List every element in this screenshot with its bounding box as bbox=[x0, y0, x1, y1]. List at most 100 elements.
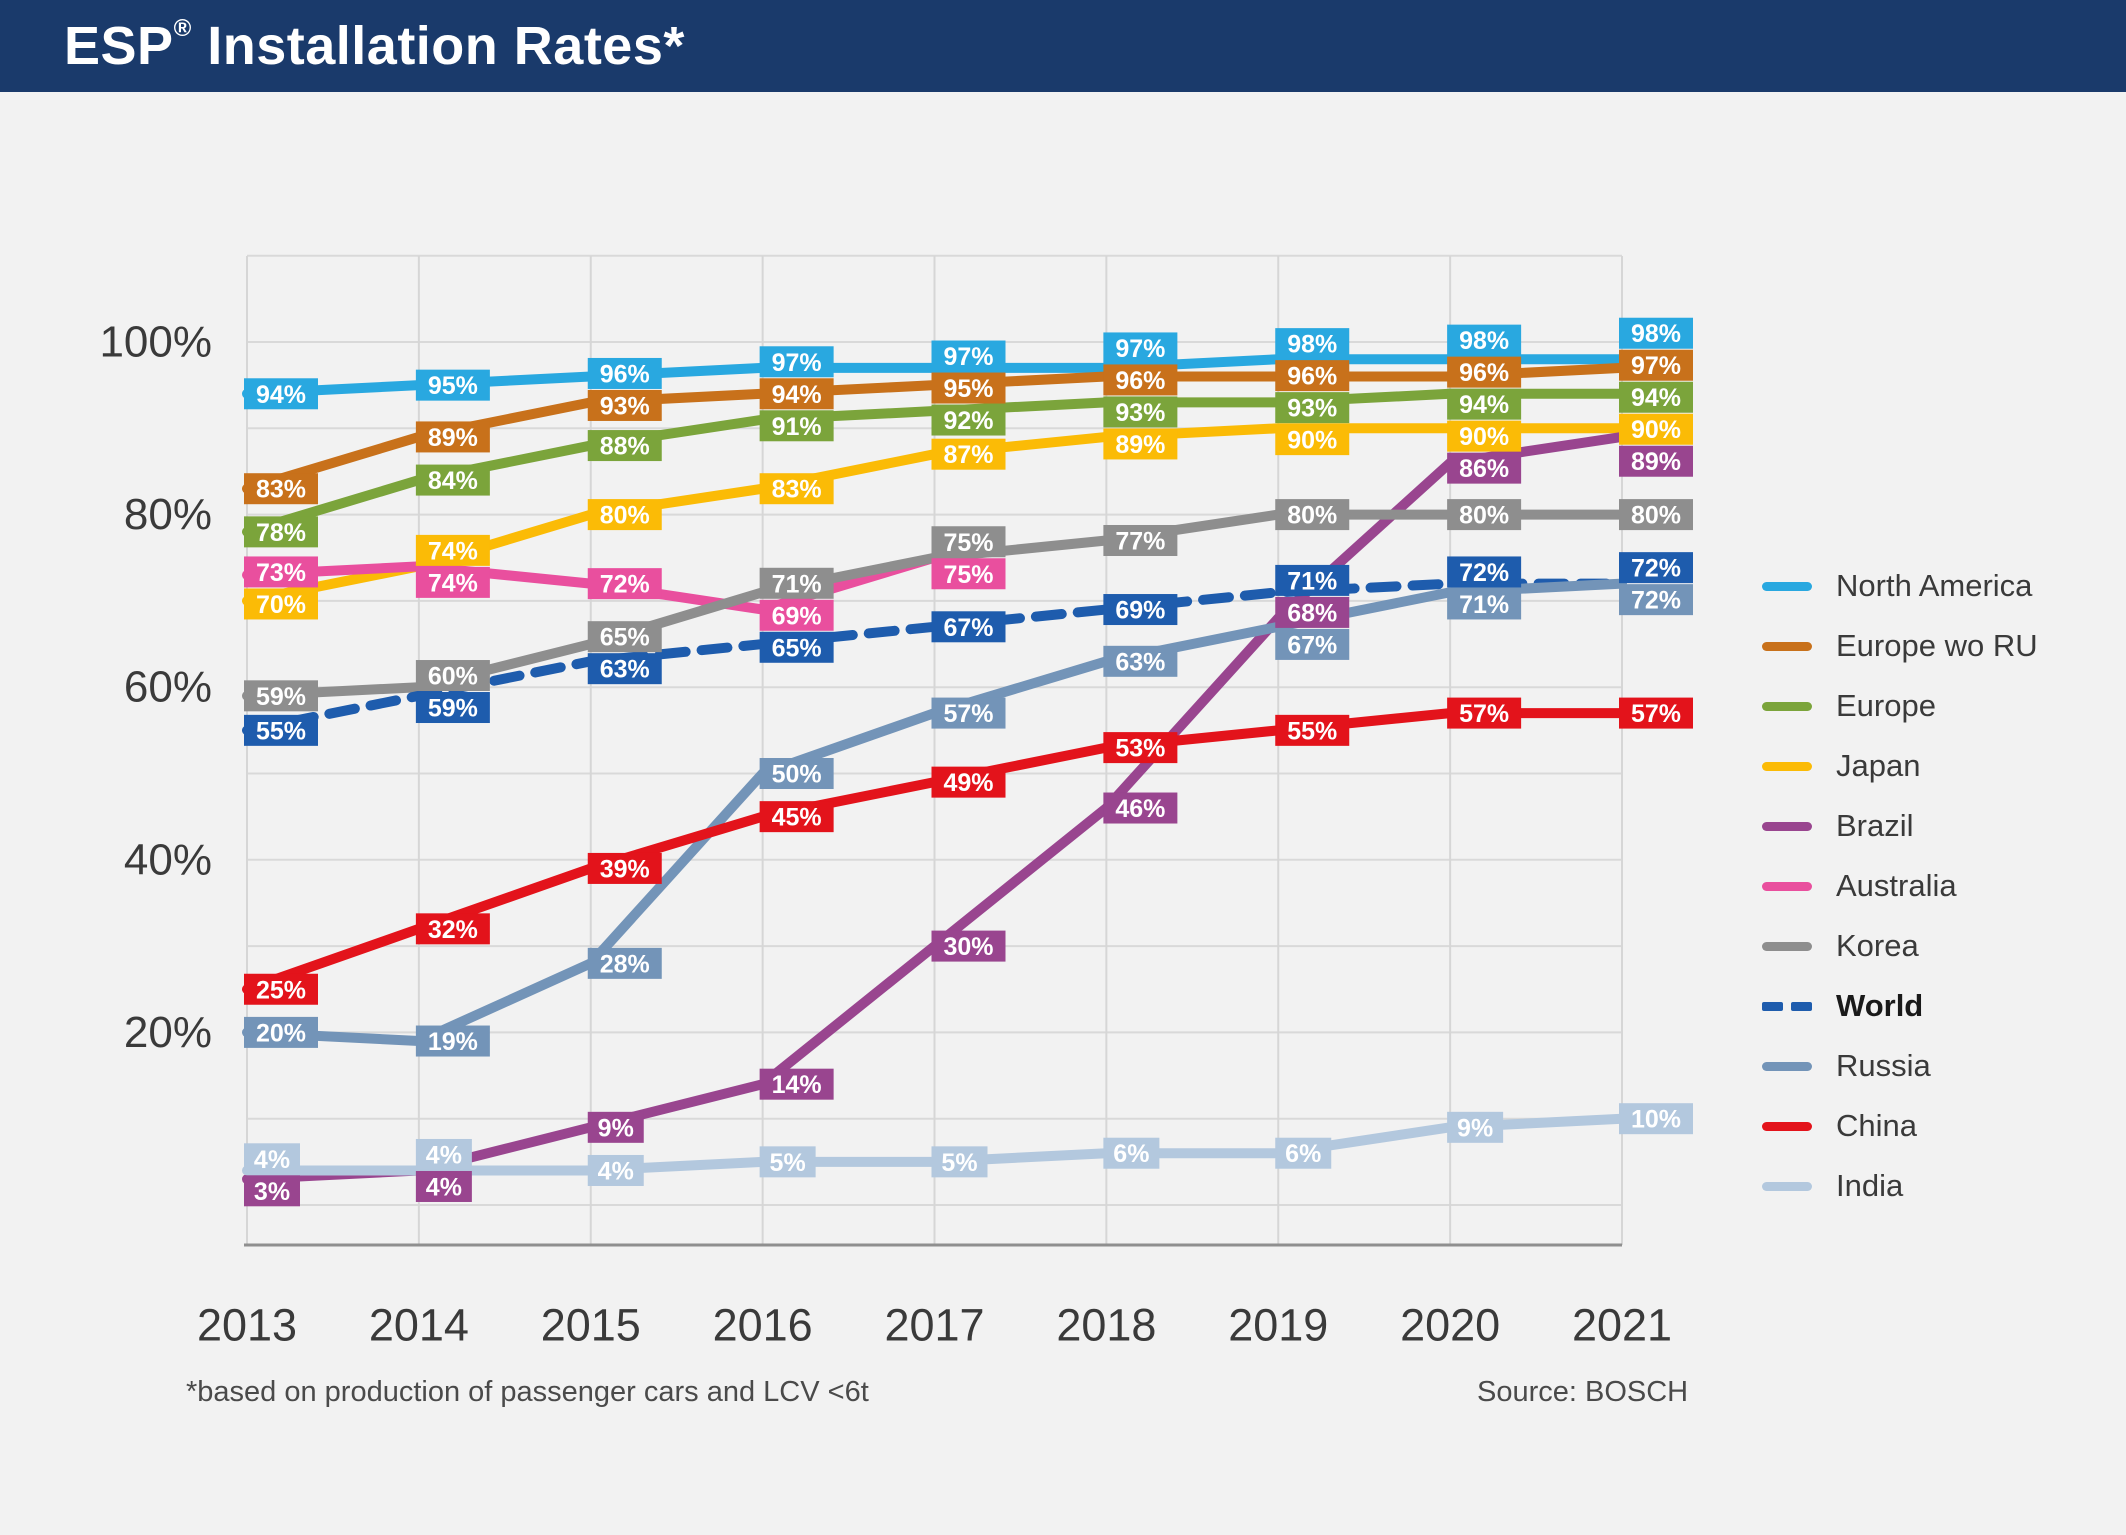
data-label-text: 93% bbox=[1287, 395, 1337, 423]
data-label-europe-2017: 92% bbox=[931, 404, 1006, 436]
data-label-india-2019: 6% bbox=[1275, 1137, 1332, 1169]
data-label-india-2015: 4% bbox=[587, 1154, 644, 1186]
data-label-box bbox=[931, 611, 1006, 643]
data-label-box bbox=[931, 558, 1006, 590]
data-label-box bbox=[1619, 697, 1693, 729]
data-label-text: 67% bbox=[943, 614, 993, 642]
data-label-japan-2014: 74% bbox=[415, 534, 490, 566]
x-axis-tick-label-2018: 2018 bbox=[1056, 1300, 1156, 1351]
data-label-brazil-2018: 46% bbox=[1103, 792, 1178, 824]
data-label-text: 96% bbox=[600, 360, 650, 388]
data-label-box bbox=[1619, 445, 1693, 477]
data-label-text: 74% bbox=[428, 569, 478, 597]
data-label-japan-2020: 90% bbox=[1447, 420, 1522, 452]
data-label-text: 86% bbox=[1459, 455, 1509, 483]
data-label-text: 95% bbox=[428, 372, 478, 400]
data-label-box bbox=[415, 660, 490, 692]
legend-label: Japan bbox=[1836, 748, 1921, 783]
data-label-text: 14% bbox=[772, 1071, 822, 1099]
data-label-world-2021: 72% bbox=[1619, 552, 1693, 584]
data-label-text: 57% bbox=[943, 700, 993, 728]
chart-legend: North America Europe wo RU Europe Japan Braz… bbox=[1762, 556, 2038, 1216]
legend-item-north-america: North America bbox=[1762, 556, 2038, 616]
data-label-box bbox=[1619, 381, 1693, 413]
data-label-korea-2014: 60% bbox=[415, 660, 490, 692]
data-label-japan-2015: 80% bbox=[587, 499, 662, 531]
data-label-india-2020: 9% bbox=[1447, 1111, 1504, 1143]
data-label-text: 46% bbox=[1115, 795, 1165, 823]
data-labels: 94% 83% 78% 73% 70% 59% 55% 25% 20% 4% 3% 95% 89% 84%… bbox=[244, 317, 1693, 1207]
data-label-japan-2021: 90% bbox=[1619, 413, 1693, 445]
data-label-box bbox=[1103, 594, 1178, 626]
data-label-box bbox=[587, 389, 662, 421]
data-label-north-america-2014: 95% bbox=[415, 369, 490, 401]
data-label-text: 87% bbox=[943, 441, 993, 469]
data-label-russia-2021: 72% bbox=[1619, 584, 1693, 616]
data-label-box bbox=[1275, 596, 1350, 628]
data-label-box bbox=[1447, 356, 1522, 388]
legend-item-brazil: Brazil bbox=[1762, 796, 2038, 856]
legend-swatch bbox=[1762, 1121, 1812, 1131]
x-axis-tick-label-2015: 2015 bbox=[541, 1300, 641, 1351]
data-label-box bbox=[759, 567, 834, 599]
data-label-text: 71% bbox=[1459, 591, 1509, 619]
data-label-text: 77% bbox=[1115, 527, 1165, 555]
data-label-text: 96% bbox=[1115, 367, 1165, 395]
data-label-box bbox=[931, 930, 1006, 962]
data-label-japan-2016: 83% bbox=[759, 473, 834, 505]
data-label-box bbox=[759, 758, 834, 789]
data-label-text: 98% bbox=[1287, 331, 1337, 359]
data-label-china-2013: 25% bbox=[244, 973, 318, 1005]
data-label-text: 94% bbox=[1459, 391, 1509, 419]
data-label-north-america-2018: 97% bbox=[1103, 332, 1178, 364]
data-label-box bbox=[1447, 452, 1522, 484]
data-label-box bbox=[759, 1146, 816, 1178]
data-label-text: 9% bbox=[598, 1114, 634, 1142]
data-label-brazil-2015: 9% bbox=[587, 1111, 644, 1143]
data-label-box bbox=[587, 947, 662, 979]
data-label-box bbox=[1619, 552, 1693, 584]
data-label-brazil-2014: 4% bbox=[415, 1170, 472, 1202]
data-label-box bbox=[1103, 732, 1178, 764]
x-axis-tick-label-2021: 2021 bbox=[1572, 1300, 1672, 1351]
data-label-text: 19% bbox=[428, 1028, 478, 1056]
legend-item-australia: Australia bbox=[1762, 856, 2038, 916]
data-label-text: 49% bbox=[943, 769, 993, 797]
data-label-north-america-2020: 98% bbox=[1447, 324, 1522, 356]
data-label-box bbox=[587, 357, 662, 389]
data-label-australia-2015: 72% bbox=[587, 568, 662, 600]
data-label-box bbox=[587, 430, 662, 462]
legend-label: India bbox=[1836, 1168, 1904, 1203]
data-label-box bbox=[244, 680, 318, 712]
legend-item-india: India bbox=[1762, 1156, 2038, 1216]
legend-swatch-dashed bbox=[1762, 1001, 1812, 1011]
data-label-china-2017: 49% bbox=[931, 766, 1006, 798]
data-label-box bbox=[931, 340, 1006, 372]
y-axis-tick-label: 100% bbox=[99, 318, 212, 367]
data-label-brazil-2019: 68% bbox=[1275, 596, 1350, 628]
legend-label: Europe wo RU bbox=[1836, 628, 2038, 663]
data-label-korea-2013: 59% bbox=[244, 680, 318, 712]
data-label-box bbox=[1619, 413, 1693, 445]
data-label-box bbox=[1447, 556, 1522, 588]
data-label-text: 80% bbox=[1287, 502, 1337, 530]
data-label-world-2020: 72% bbox=[1447, 556, 1522, 588]
data-label-box bbox=[1103, 428, 1178, 460]
data-label-india-2016: 5% bbox=[759, 1146, 816, 1178]
data-label-text: 72% bbox=[1459, 559, 1509, 587]
data-label-text: 4% bbox=[598, 1157, 634, 1185]
data-label-text: 10% bbox=[1631, 1106, 1681, 1134]
data-label-box bbox=[759, 1068, 834, 1100]
data-label-text: 59% bbox=[428, 695, 478, 723]
x-axis-tick-label-2020: 2020 bbox=[1400, 1300, 1500, 1351]
data-label-text: 9% bbox=[1457, 1114, 1493, 1142]
data-label-text: 59% bbox=[256, 683, 306, 711]
data-label-japan-2017: 87% bbox=[931, 438, 1006, 470]
data-label-india-2021: 10% bbox=[1619, 1103, 1693, 1135]
data-label-box bbox=[415, 566, 490, 598]
data-label-text: 75% bbox=[943, 529, 993, 557]
data-label-text: 65% bbox=[600, 624, 650, 652]
page-title: ESP® Installation Rates* bbox=[64, 17, 685, 74]
data-label-text: 69% bbox=[1115, 597, 1165, 625]
data-label-box bbox=[931, 404, 1006, 436]
